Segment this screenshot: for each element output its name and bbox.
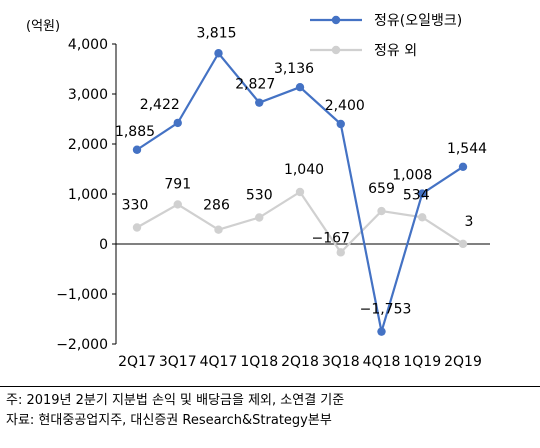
data-label: 659	[368, 181, 395, 197]
y-tick-label: −2,000	[56, 337, 108, 353]
data-label: −1,753	[360, 302, 412, 318]
data-point	[336, 248, 345, 257]
data-label: 1,008	[392, 168, 432, 184]
data-point	[458, 239, 468, 249]
data-label: 791	[164, 176, 191, 192]
y-tick-label: 1,000	[68, 187, 108, 203]
data-label: 330	[122, 198, 149, 214]
x-tick-label: 2Q19	[444, 354, 482, 370]
data-label: 3,815	[196, 25, 236, 41]
data-point	[295, 187, 305, 197]
legend-label: 정유(오일뱅크)	[374, 13, 462, 29]
line-chart: (억원) 4,000 3,000 2,000 1,000 0 −1,000 −2,000 2Q1…	[26, 13, 490, 370]
data-label: 534	[403, 187, 430, 203]
x-tick-label: 4Q17	[200, 354, 238, 370]
data-point	[418, 213, 427, 222]
y-tick-label: 2,000	[68, 137, 108, 153]
data-point	[377, 327, 386, 336]
legend-marker	[331, 45, 341, 55]
data-point	[458, 162, 468, 171]
data-point	[336, 119, 345, 129]
y-tick-label: −1,000	[56, 287, 108, 303]
y-tick-label: 3,000	[68, 87, 108, 103]
data-label: 1,544	[447, 141, 487, 157]
footnote: 주: 2019년 2분기 지분법 손익 및 배당금을 제외, 소연결 기준	[6, 393, 345, 408]
x-tick-label: 2Q18	[281, 354, 319, 370]
legend-marker	[331, 15, 341, 25]
data-point	[132, 223, 142, 232]
data-label: 2,827	[235, 77, 275, 93]
data-point	[255, 98, 264, 107]
data-label: 286	[203, 198, 230, 214]
x-tick-label: 1Q18	[240, 354, 278, 370]
data-point	[418, 189, 427, 198]
data-point	[173, 118, 182, 128]
source-note: 자료: 현대중공업지주, 대신증권 Research&Strategy본부	[6, 413, 332, 428]
data-label: 3	[465, 214, 474, 230]
data-point	[132, 145, 142, 154]
x-tick-label: 3Q18	[322, 354, 360, 370]
data-point	[377, 206, 386, 216]
legend-label: 정유 외	[374, 43, 417, 59]
y-tick-label: 4,000	[68, 37, 108, 53]
data-label: −167	[312, 230, 350, 246]
data-label: 1,885	[115, 124, 155, 140]
y-axis-unit-label: (억원)	[26, 19, 60, 34]
data-point	[295, 83, 305, 92]
data-point	[173, 200, 182, 209]
data-point	[255, 213, 264, 222]
data-label: 530	[246, 188, 273, 204]
data-point	[214, 49, 223, 58]
x-tick-label: 4Q18	[363, 354, 401, 370]
data-label: 3,136	[274, 61, 314, 77]
chart-footer: 주: 2019년 2분기 지분법 손익 및 배당금을 제외, 소연결 기준 자료…	[0, 386, 540, 431]
data-label: 2,422	[140, 97, 180, 113]
data-label: 2,400	[325, 98, 365, 114]
data-label: 1,040	[284, 162, 324, 178]
x-tick-label: 2Q17	[118, 354, 156, 370]
x-tick-label: 3Q17	[159, 354, 197, 370]
x-tick-label: 1Q19	[403, 354, 441, 370]
y-tick-label: 0	[99, 237, 108, 253]
data-point	[214, 225, 223, 234]
